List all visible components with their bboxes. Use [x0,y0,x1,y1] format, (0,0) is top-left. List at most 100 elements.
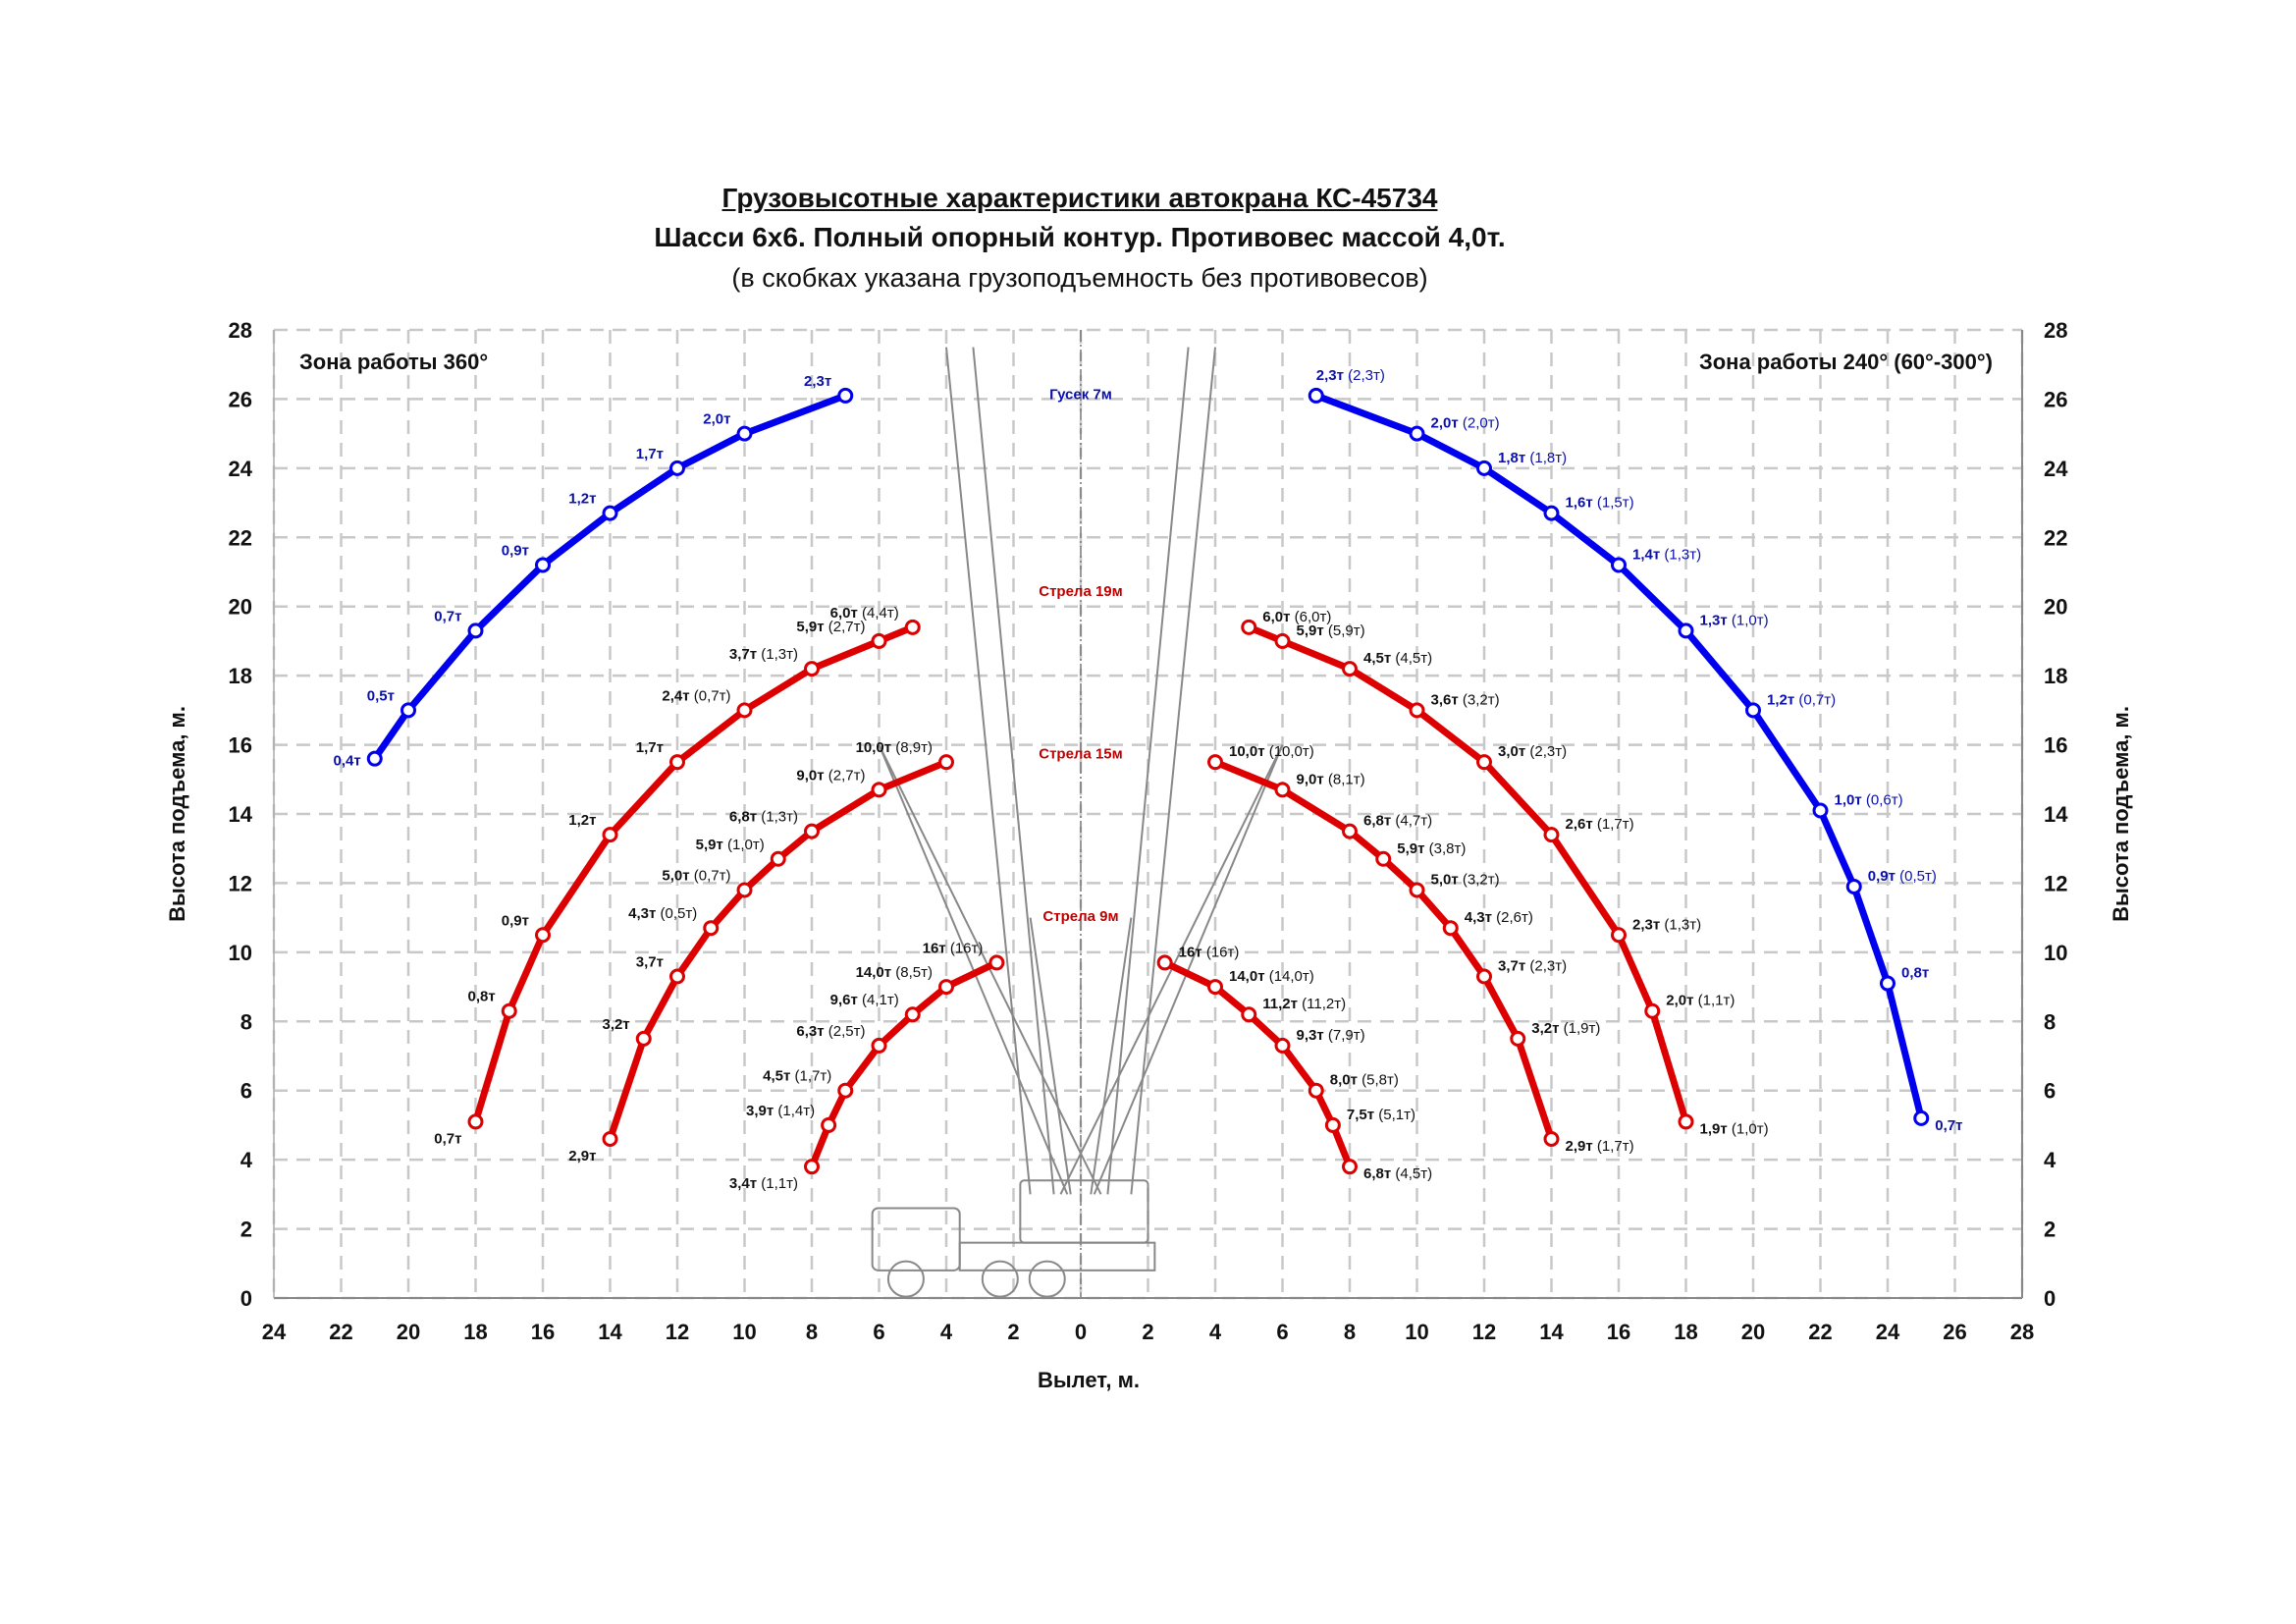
y-tick-label-left: 8 [240,1009,252,1034]
data-point [938,979,954,996]
data-label: 5,9т (1,0т) [696,837,765,853]
x-tick-label: 12 [666,1320,689,1344]
data-label: 0,7т [434,1130,461,1147]
crane-boom-line [972,347,1055,1195]
data-label-alt-value: (0,7т) [690,687,731,704]
data-label-value: 6,0т [830,605,858,622]
truck-wheel [886,1260,925,1298]
data-point [1880,975,1896,992]
data-label-alt-value: (5,1т) [1374,1107,1415,1123]
x-tick-label: 18 [463,1320,487,1344]
data-point [703,920,720,937]
data-point [904,1006,921,1023]
y-tick-label-left: 2 [240,1218,252,1242]
data-label-alt-value: (8,5т) [891,964,933,981]
y-tick-label-right: 16 [2044,733,2067,758]
data-point [804,823,820,839]
data-point [1207,979,1223,996]
data-label: 0,9т [502,912,529,929]
data-point [1543,1131,1560,1148]
data-label: 0,7т [1935,1117,1962,1134]
data-label-alt-value: (2,3т) [1525,958,1567,975]
y-axis-title-left: Высота подъема, м. [165,706,189,922]
data-label-value: 0,9т [1868,868,1896,885]
data-label: 5,9т (5,9т) [1297,623,1365,639]
data-label-value: 3,4т [729,1175,757,1192]
data-point [400,702,416,719]
data-point [1274,632,1291,649]
data-label: 16т (16т) [1179,944,1240,960]
data-label-value: 6,8т [729,809,757,826]
data-label-alt-value: (1,0т) [1728,1120,1769,1137]
y-tick-label-left: 6 [240,1079,252,1104]
data-label-value: 1,4т [1632,546,1660,563]
x-tick-label: 24 [262,1320,287,1344]
y-axis-title-right: Высота подъема, м. [2109,706,2133,922]
data-label-alt-value: (1,9т) [1559,1020,1600,1037]
data-label-value: 5,0т [1431,871,1459,888]
y-tick-label-left: 12 [229,871,252,895]
data-label-alt-value: (5,8т) [1358,1072,1399,1089]
x-tick-label: 20 [397,1320,420,1344]
data-label-alt-value: (1,7т) [790,1068,831,1085]
data-label-value: 1,8т [1498,450,1525,466]
data-label: 3,0т (2,3т) [1498,743,1567,760]
data-label: 0,5т [367,687,395,704]
data-label-alt-value: (0,6т) [1862,791,1903,808]
data-label-alt-value: (1,3т) [757,809,798,826]
data-point [669,754,685,771]
data-label-value: 1,3т [1700,612,1728,628]
x-axis-title: Вылет, м. [1038,1368,1140,1392]
y-tick-label-right: 18 [2044,664,2067,688]
data-point [535,927,551,944]
series-line-boom [1163,959,1354,1168]
data-label: 4,5т (4,5т) [1363,650,1432,667]
data-label-alt-value: (2,7т) [825,767,866,784]
data-label: 3,6т (3,2т) [1431,691,1500,708]
data-label-value: 5,9т [696,837,723,853]
y-tick-label-right: 6 [2044,1079,2056,1104]
data-label: 4,5т (1,7т) [763,1068,831,1085]
data-label-value: 2,3т [804,373,831,390]
data-label: 5,0т (0,7т) [662,867,730,884]
data-label: 3,2т (1,9т) [1531,1020,1600,1037]
data-point [366,750,383,767]
x-tick-label: 20 [1741,1320,1765,1344]
data-label-alt-value: (7,9т) [1324,1027,1365,1044]
data-point [1543,827,1560,843]
data-label-alt-value: (3,2т) [1459,871,1500,888]
data-label: 1,2т [568,491,596,508]
data-label: 3,7т (2,3т) [1498,958,1567,975]
x-tick-label: 12 [1472,1320,1496,1344]
data-label-value: 1,0т [1835,791,1862,808]
data-label-alt-value: (3,8т) [1424,840,1466,857]
data-point [1324,1116,1341,1133]
data-label-value: 16т [923,940,946,956]
data-point [1476,968,1492,985]
x-tick-label: 22 [1808,1320,1832,1344]
data-point [1409,702,1425,719]
data-label-alt-value: (1,1т) [757,1175,798,1192]
data-label: 0,8т [1901,965,1929,982]
data-label: 1,2т (0,7т) [1767,691,1836,708]
x-tick-label: 22 [329,1320,352,1344]
data-label: 8,0т (5,8т) [1330,1072,1399,1089]
data-label-value: 9,6т [830,992,858,1008]
data-point [1812,802,1829,819]
data-point [669,968,685,985]
data-label: 1,3т (1,0т) [1700,612,1769,628]
data-point [1207,754,1223,771]
boom-annotation: Стрела 19м [1039,583,1123,600]
data-label: 1,4т (1,3т) [1632,546,1701,563]
x-tick-label: 14 [1539,1320,1564,1344]
data-label-value: 16т [1179,944,1202,960]
data-label-alt-value: (0,7т) [690,867,731,884]
data-label-value: 5,0т [662,867,689,884]
data-label-value: 1,2т [1767,691,1794,708]
x-tick-label: 6 [1276,1320,1288,1344]
boom-annotation: Гусек 7м [1049,386,1112,403]
data-label-alt-value: (4,1т) [858,992,899,1008]
data-label-alt-value: (4,4т) [858,605,899,622]
data-label-alt-value: (1,1т) [1693,993,1735,1009]
data-label: 1,6т (1,5т) [1566,495,1634,512]
